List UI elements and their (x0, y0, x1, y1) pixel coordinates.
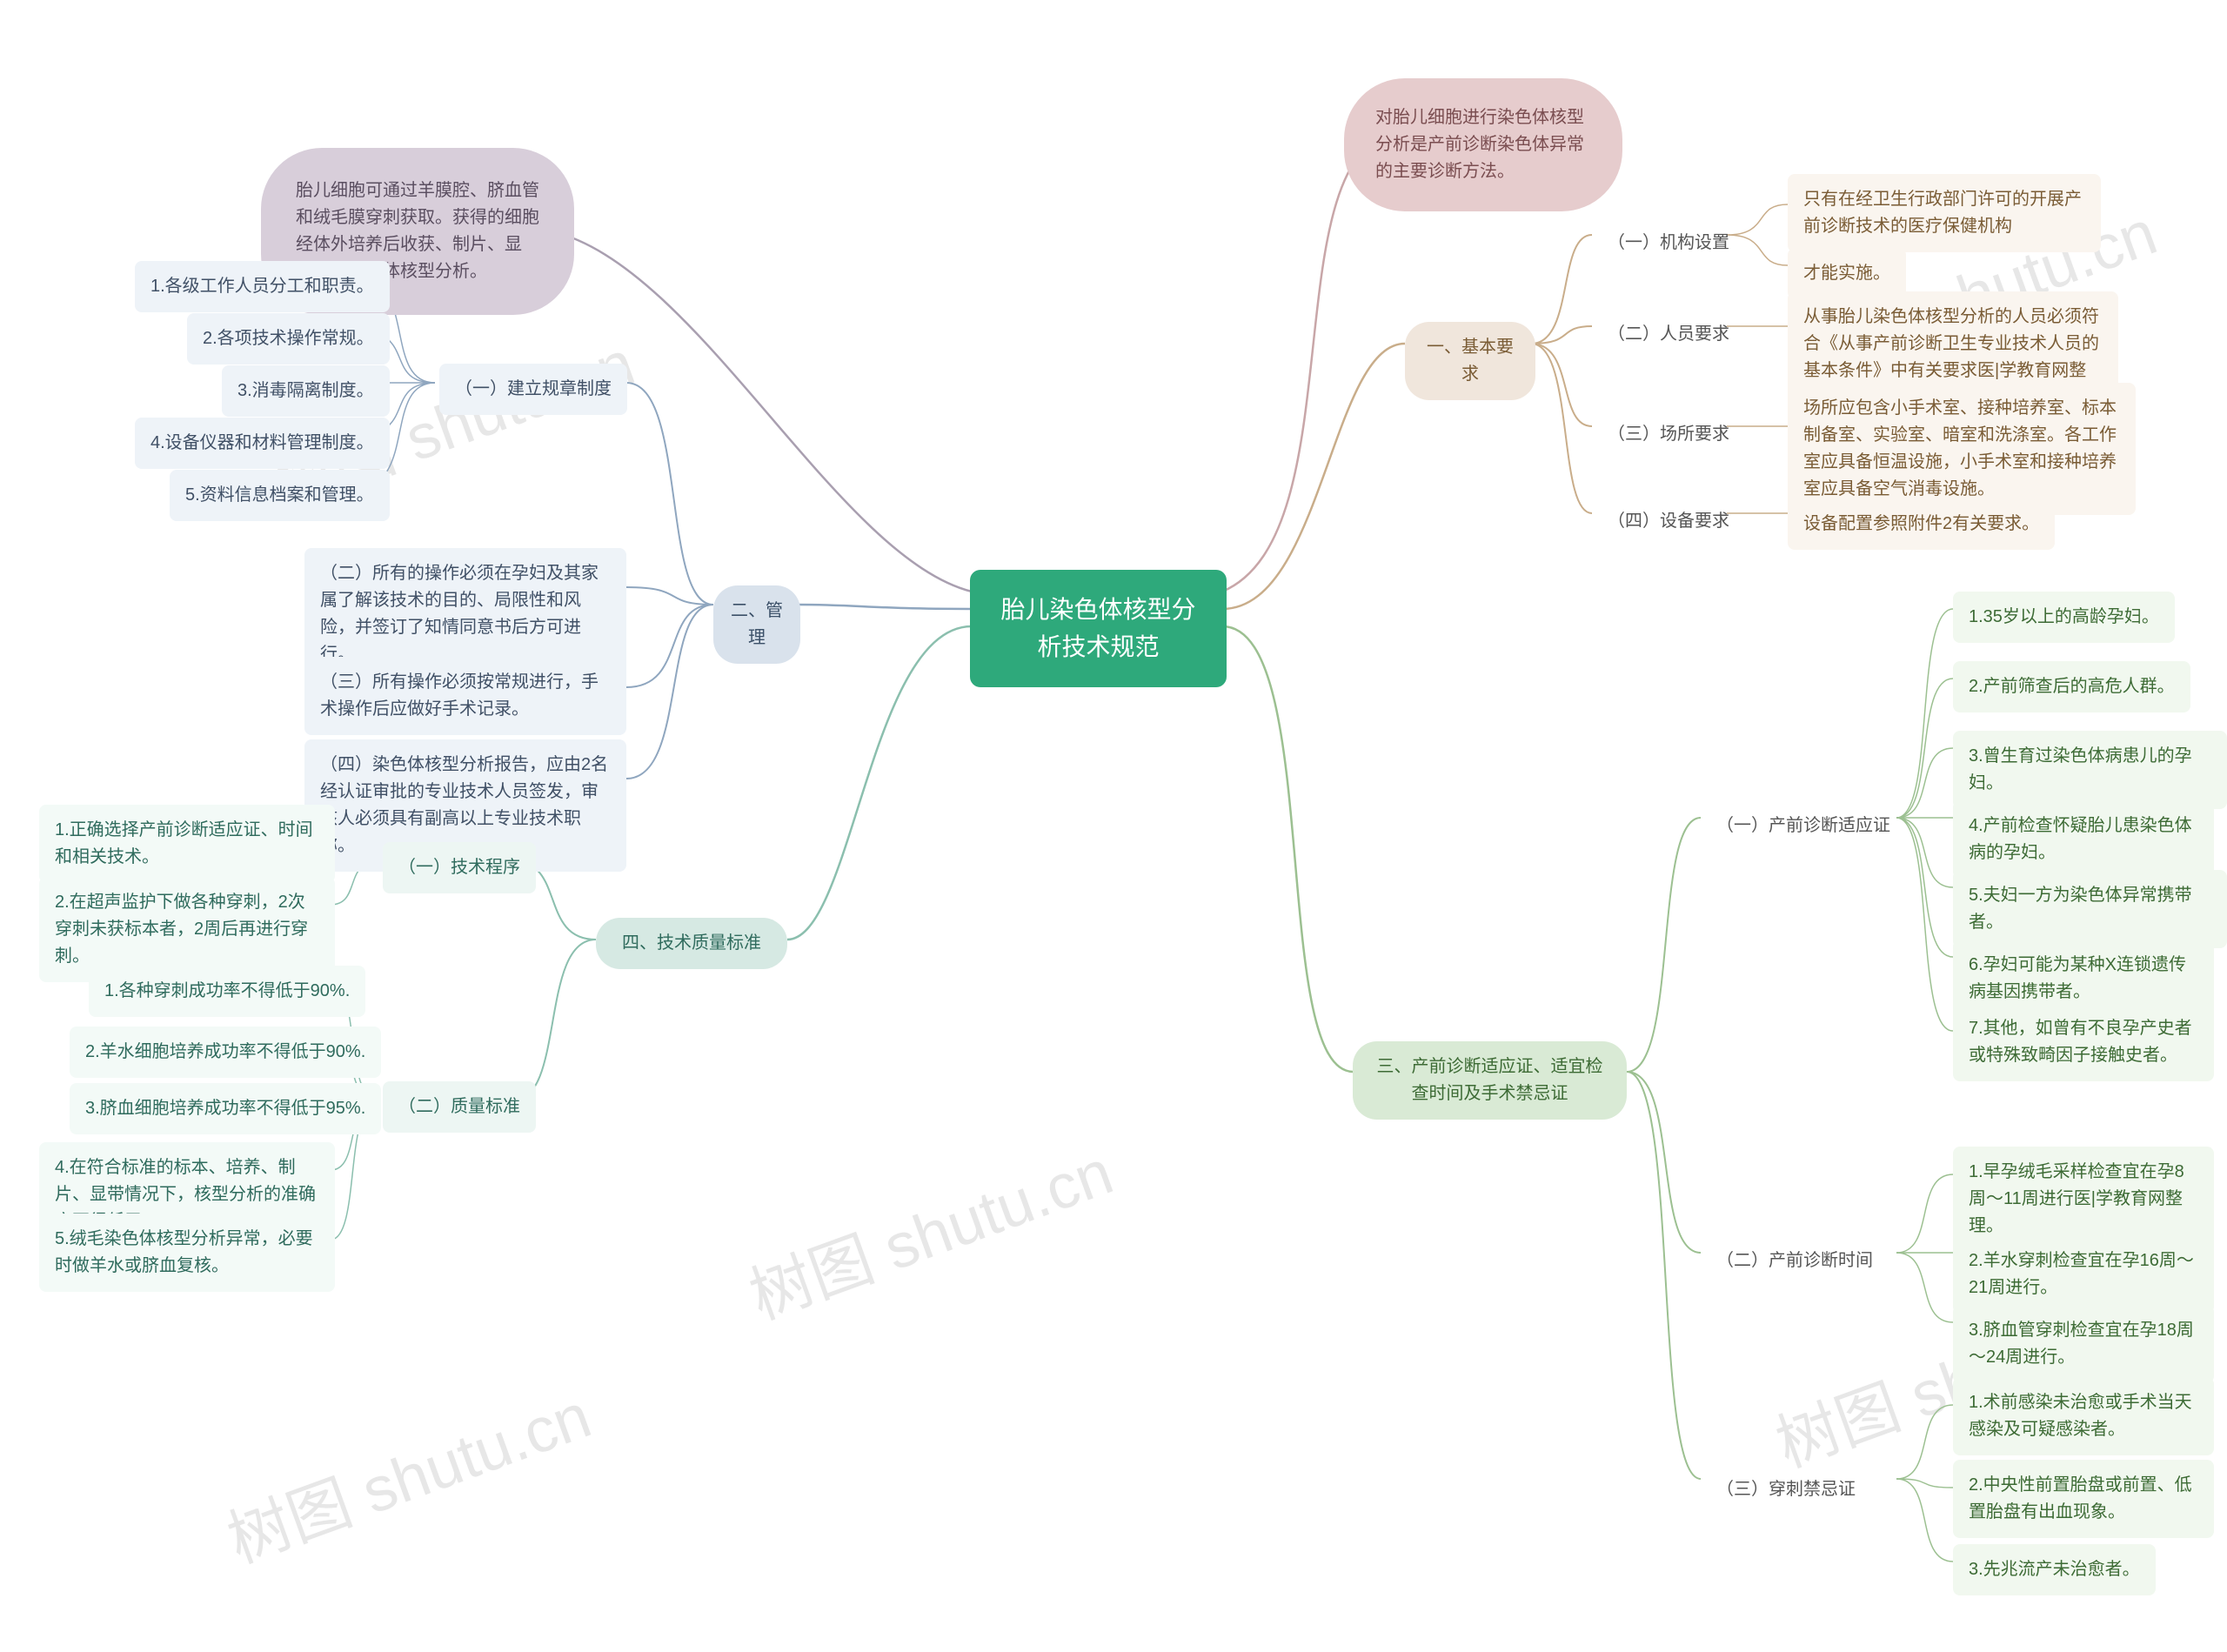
center-node: 胎儿染色体核型分析技术规范 (970, 570, 1227, 687)
sec3-1c: 3.曾生育过染色体病患儿的孕妇。 (1953, 731, 2227, 809)
sec3-1g: 7.其他，如曾有不良孕产史者或特殊致畸因子接触史者。 (1953, 1003, 2214, 1081)
sec1-1: （一）机构设置 (1592, 217, 1745, 269)
sec3-3: （三）穿刺禁忌证 (1701, 1464, 1871, 1515)
sec4-1a: 1.正确选择产前诊断适应证、时间和相关技术。 (39, 805, 335, 883)
sec4-2: （二）质量标准 (383, 1081, 536, 1133)
sec3-1e: 5.夫妇一方为染色体异常携带者。 (1953, 870, 2227, 948)
sec2-1a: 1.各级工作人员分工和职责。 (135, 261, 390, 312)
sec1-2: （二）人员要求 (1592, 309, 1745, 360)
sec1-3: （三）场所要求 (1592, 409, 1745, 460)
sec2-1d: 4.设备仪器和材料管理制度。 (135, 418, 390, 469)
section-1-title: 一、基本要求 (1405, 322, 1535, 400)
sec3-1b: 2.产前筛查后的高危人群。 (1953, 661, 2190, 712)
sec3-3a: 1.术前感染未治愈或手术当天感染及可疑感染者。 (1953, 1377, 2214, 1455)
sec4-1: （一）技术程序 (383, 842, 536, 893)
section-4-title: 四、技术质量标准 (596, 918, 787, 969)
sec3-3c: 3.先兆流产未治愈者。 (1953, 1544, 2156, 1595)
sec1-4: （四）设备要求 (1592, 496, 1745, 547)
sec2-3: （三）所有操作必须按常规进行，手术操作后应做好手术记录。 (304, 657, 626, 735)
section-2-title: 二、管理 (713, 585, 800, 664)
sec3-3b: 2.中央性前置胎盘或前置、低置胎盘有出血现象。 (1953, 1460, 2214, 1538)
sec2-1e: 5.资料信息档案和管理。 (170, 470, 390, 521)
sec4-2b: 2.羊水细胞培养成功率不得低于90%. (70, 1027, 381, 1078)
sec1-4a: 设备配置参照附件2有关要求。 (1788, 498, 2055, 550)
sec3-2: （二）产前诊断时间 (1701, 1235, 1889, 1287)
sec4-2a: 1.各种穿刺成功率不得低于90%. (89, 966, 365, 1017)
sec2-1b: 2.各项技术操作常规。 (187, 313, 390, 365)
section-3-title: 三、产前诊断适应证、适宜检查时间及手术禁忌证 (1353, 1041, 1627, 1120)
sec3-1: （一）产前诊断适应证 (1701, 800, 1906, 852)
sec2-1c: 3.消毒隔离制度。 (222, 365, 390, 417)
sec3-2c: 3.脐血管穿刺检查宜在孕18周～24周进行。 (1953, 1305, 2214, 1383)
sec1-3a: 场所应包含小手术室、接种培养室、标本制备室、实验室、暗室和洗涤室。各工作室应具备… (1788, 383, 2136, 515)
sec3-1d: 4.产前检查怀疑胎儿患染色体病的孕妇。 (1953, 800, 2214, 879)
sec4-2c: 3.脐血细胞培养成功率不得低于95%. (70, 1083, 381, 1134)
intro-pink-bubble: 对胎儿细胞进行染色体核型分析是产前诊断染色体异常的主要诊断方法。 (1344, 78, 1622, 211)
sec2-1: （一）建立规章制度 (439, 364, 627, 415)
sec3-1a: 1.35岁以上的高龄孕妇。 (1953, 592, 2175, 643)
sec4-2e: 5.绒毛染色体核型分析异常，必要时做羊水或脐血复核。 (39, 1214, 335, 1292)
sec1-1a: 只有在经卫生行政部门许可的开展产前诊断技术的医疗保健机构 (1788, 174, 2101, 252)
sec3-2b: 2.羊水穿刺检查宜在孕16周～21周进行。 (1953, 1235, 2214, 1314)
